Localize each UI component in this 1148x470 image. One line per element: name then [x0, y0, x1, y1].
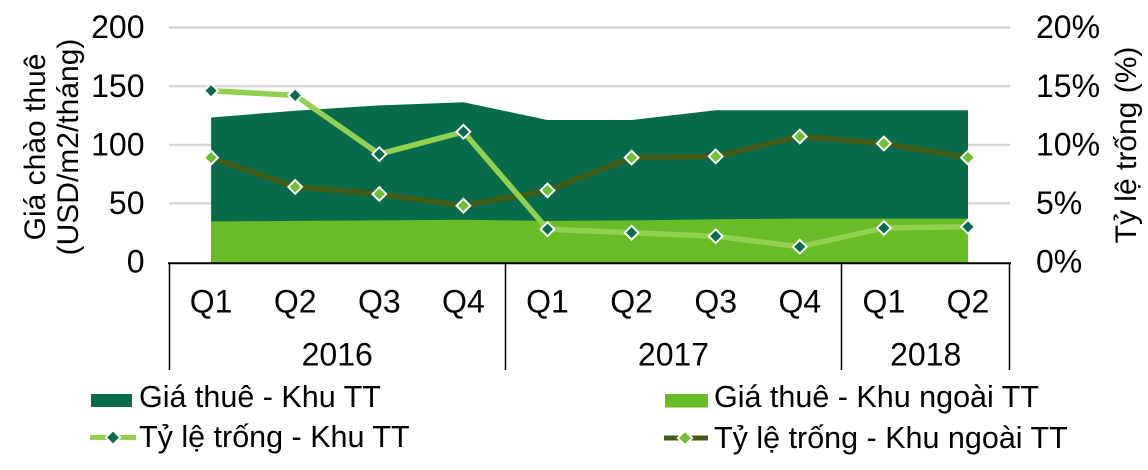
svg-text:Q3: Q3 [694, 284, 737, 320]
svg-text:Q1: Q1 [190, 284, 233, 320]
svg-text:Giá thuê - Khu TT: Giá thuê - Khu TT [139, 380, 381, 414]
svg-text:2018: 2018 [890, 337, 961, 373]
svg-text:100: 100 [91, 127, 144, 163]
svg-text:200: 200 [91, 9, 144, 45]
svg-text:0%: 0% [1036, 244, 1082, 280]
svg-text:0: 0 [127, 244, 145, 280]
svg-text:Q3: Q3 [358, 284, 401, 320]
svg-text:50: 50 [109, 185, 145, 221]
svg-text:150: 150 [91, 68, 144, 104]
svg-text:Q2: Q2 [610, 284, 653, 320]
svg-text:Q2: Q2 [947, 284, 990, 320]
svg-text:Q4: Q4 [778, 284, 821, 320]
svg-text:Q1: Q1 [863, 284, 906, 320]
svg-text:20%: 20% [1036, 9, 1100, 45]
svg-text:Tỷ lệ trống (%): Tỷ lệ trống (%) [1110, 47, 1143, 244]
svg-text:15%: 15% [1036, 68, 1100, 104]
svg-text:Q1: Q1 [526, 284, 569, 320]
svg-text:Tỷ lệ trống - Khu TT: Tỷ lệ trống - Khu TT [139, 420, 410, 454]
svg-text:2016: 2016 [302, 337, 373, 373]
svg-text:Giá thuê - Khu ngoài TT: Giá thuê - Khu ngoài TT [714, 380, 1039, 414]
svg-text:2017: 2017 [638, 337, 709, 373]
svg-text:(USD/m2/tháng): (USD/m2/tháng) [52, 39, 85, 256]
svg-text:5%: 5% [1036, 185, 1082, 221]
svg-text:Giá chào thuê: Giá chào thuê [19, 54, 52, 241]
svg-text:Tỷ lệ trống - Khu ngoài TT: Tỷ lệ trống - Khu ngoài TT [714, 421, 1068, 455]
svg-text:Q4: Q4 [442, 284, 485, 320]
svg-text:10%: 10% [1036, 127, 1100, 163]
svg-text:Q2: Q2 [274, 284, 317, 320]
